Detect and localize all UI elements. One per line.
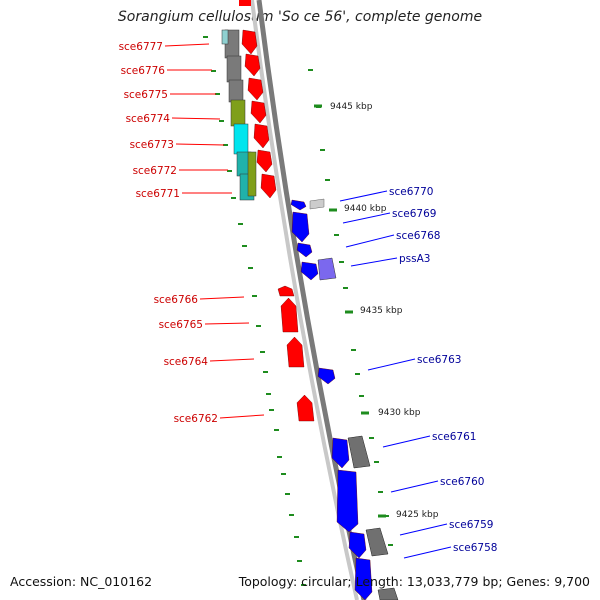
- scale-label: 9430 kbp: [378, 408, 421, 418]
- feature-block: [221, 29, 229, 45]
- forward-gene-arrow: [247, 77, 264, 101]
- forward-gene-arrow: [253, 123, 270, 149]
- reverse-gene-arrow: [296, 242, 313, 258]
- label-leader-line: [164, 43, 210, 47]
- scale-label: 9435 kbp: [360, 306, 403, 316]
- gene-label-sce6772: sce6772: [133, 165, 177, 177]
- reverse-gene-arrow: [317, 367, 336, 385]
- feature-block: [230, 99, 246, 127]
- gene-label-sce6769: sce6769: [392, 208, 436, 220]
- gene-label-sce6771: sce6771: [136, 188, 180, 200]
- gene-label-sce6775: sce6775: [124, 89, 168, 101]
- scale-label: 9445 kbp: [330, 102, 373, 112]
- gene-label-sce6776: sce6776: [121, 65, 166, 77]
- gene-labels: sce6777 sce6776 sce6775 sce6774 sce6773 sce67…: [119, 41, 498, 554]
- label-leader-line: [367, 358, 416, 371]
- feature-block: [228, 79, 244, 103]
- gene-label-sce6765: sce6765: [159, 319, 203, 331]
- gene-label-sce6764: sce6764: [164, 356, 209, 368]
- label-leader-line: [390, 480, 439, 493]
- label-leader-line: [382, 435, 431, 448]
- gene-features: [221, 0, 399, 600]
- feature-block: [226, 55, 242, 83]
- tick-marks: [203, 36, 393, 586]
- gene-label-pssA3: pssA3: [399, 253, 430, 265]
- reverse-gene-arrow: [331, 437, 350, 469]
- gene-label-sce6763: sce6763: [417, 354, 461, 366]
- feature-block: [309, 198, 325, 210]
- map-title: Sorangium cellulosum 'So ce 56', complet…: [117, 9, 483, 25]
- label-leader-line: [219, 414, 265, 419]
- label-leader-line: [175, 143, 225, 146]
- scale-labels: 9445 kbp 9440 kbp 9435 kbp 9430 kbp 9425 kbp: [330, 102, 439, 520]
- label-leader-line: [339, 190, 388, 202]
- label-leader-lines: [164, 43, 452, 559]
- gene-label-sce6758: sce6758: [453, 542, 497, 554]
- reverse-gene-arrow: [354, 557, 373, 600]
- reverse-gene-arrow: [336, 469, 359, 533]
- label-leader-line: [345, 234, 395, 248]
- topology-text: Topology: circular; Length: 13,033,779 b…: [238, 574, 590, 589]
- forward-gene-arrow: [244, 53, 261, 77]
- label-leader-line: [403, 546, 452, 559]
- gene-label-sce6774: sce6774: [126, 113, 171, 125]
- forward-gene-arrow: [239, 0, 251, 6]
- gene-label-sce6762: sce6762: [174, 413, 218, 425]
- scale-label: 9425 kbp: [396, 510, 439, 520]
- label-leader-line: [209, 358, 255, 362]
- forward-gene-arrow: [280, 297, 299, 333]
- forward-gene-arrow: [241, 29, 258, 55]
- forward-gene-arrow: [250, 100, 267, 124]
- reverse-gene-arrow: [290, 199, 307, 211]
- feature-block: [377, 587, 399, 600]
- gene-label-sce6759: sce6759: [449, 519, 493, 531]
- forward-gene-arrow: [286, 336, 305, 368]
- forward-gene-arrow: [296, 394, 315, 422]
- feature-block: [365, 527, 389, 557]
- forward-gene-arrow: [256, 149, 273, 173]
- label-leader-line: [171, 117, 221, 120]
- gene-label-sce6766: sce6766: [154, 294, 199, 306]
- gene-label-sce6773: sce6773: [130, 139, 174, 151]
- feature-block: [347, 435, 371, 469]
- gene-label-sce6760: sce6760: [440, 476, 484, 488]
- label-leader-line: [399, 523, 448, 536]
- feature-block: [317, 257, 337, 281]
- label-leader-line: [342, 212, 391, 224]
- gene-label-sce6777: sce6777: [119, 41, 163, 53]
- feature-block: [247, 151, 257, 197]
- reverse-gene-arrow: [348, 531, 367, 559]
- label-leader-line: [350, 257, 398, 267]
- label-leader-line: [204, 322, 250, 325]
- scale-label: 9440 kbp: [344, 204, 387, 214]
- feature-block: [233, 123, 249, 155]
- gene-label-sce6770: sce6770: [389, 186, 433, 198]
- forward-gene-arrow: [277, 285, 295, 297]
- reverse-gene-arrow: [291, 211, 310, 243]
- accession-text: Accession: NC_010162: [10, 574, 153, 589]
- label-leader-line: [199, 296, 245, 300]
- gene-label-sce6768: sce6768: [396, 230, 440, 242]
- forward-gene-arrow: [260, 173, 277, 199]
- reverse-gene-arrow: [300, 261, 319, 281]
- gene-label-sce6761: sce6761: [432, 431, 476, 443]
